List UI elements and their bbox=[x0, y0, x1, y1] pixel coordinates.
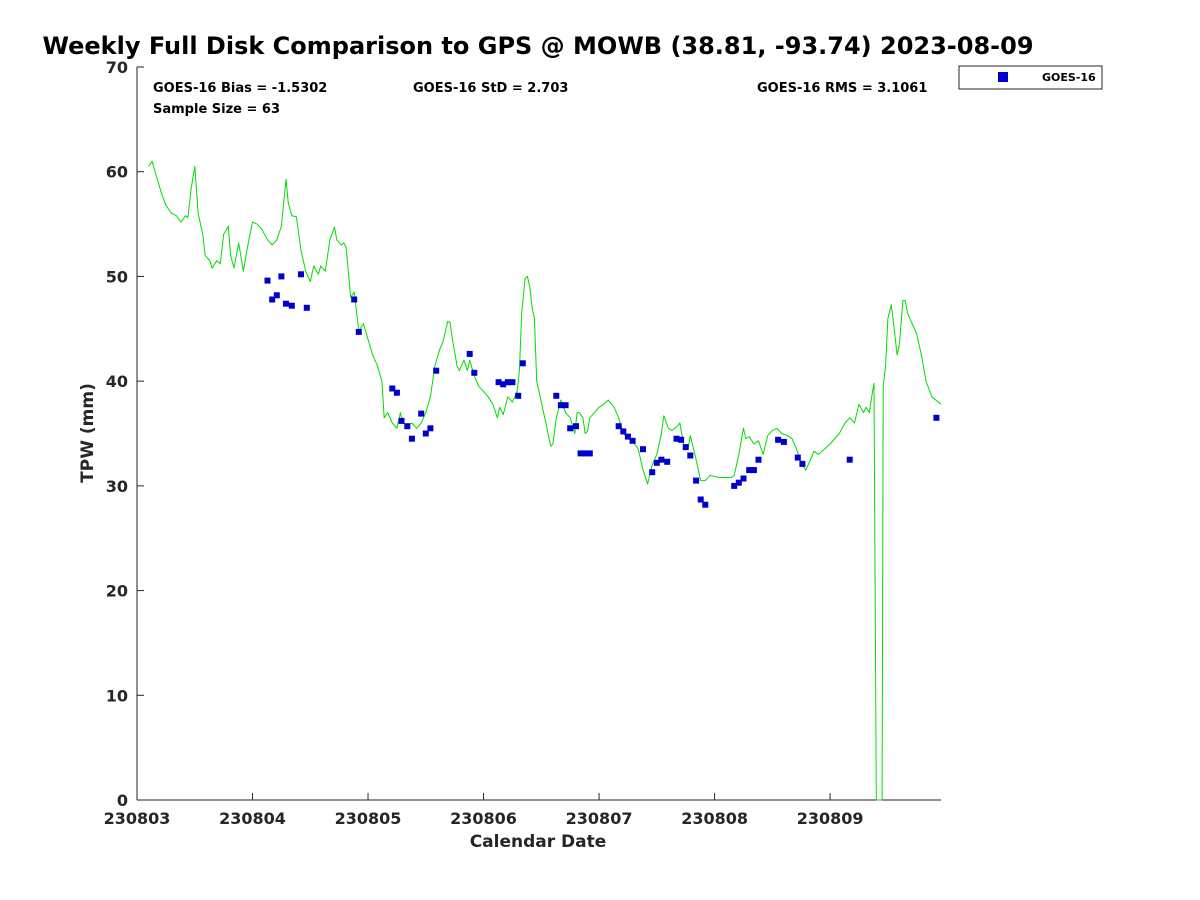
goes16-data-point bbox=[780, 438, 787, 445]
goes16-data-point bbox=[351, 296, 358, 303]
goes16-data-point bbox=[504, 379, 511, 386]
goes16-data-point bbox=[557, 402, 564, 409]
goes16-data-point bbox=[519, 360, 526, 367]
goes16-data-point bbox=[697, 496, 704, 503]
bias-stat: GOES-16 Bias = -1.5302 bbox=[153, 81, 327, 96]
legend-box bbox=[958, 65, 1103, 90]
x-axis-ticks: 230803 230804 230805 230806 230807 230808 2308… bbox=[104, 793, 864, 828]
goes16-data-point bbox=[418, 410, 425, 417]
goes16-data-point bbox=[567, 425, 574, 432]
legend-marker bbox=[998, 72, 1008, 82]
goes16-data-point bbox=[664, 458, 671, 465]
goes16-data-point bbox=[620, 428, 627, 435]
goes16-data-point bbox=[624, 433, 631, 440]
goes16-data-point bbox=[500, 381, 507, 388]
y-tick-label: 50 bbox=[106, 267, 128, 286]
goes16-data-point bbox=[678, 436, 685, 443]
goes16-data-point bbox=[582, 450, 589, 457]
y-tick-label: 40 bbox=[106, 372, 128, 391]
goes16-data-point bbox=[562, 402, 569, 409]
y-tick-label: 20 bbox=[106, 582, 128, 601]
goes16-data-point bbox=[673, 435, 680, 442]
gps-line-series bbox=[148, 160, 942, 801]
x-tick-label: 230806 bbox=[450, 809, 517, 828]
goes16-data-point bbox=[269, 296, 276, 303]
goes16-data-point bbox=[658, 456, 665, 463]
goes16-data-point bbox=[653, 459, 660, 466]
goes16-data-point bbox=[682, 444, 689, 451]
goes16-data-point bbox=[846, 456, 853, 463]
y-tick-label: 30 bbox=[106, 477, 128, 496]
goes16-data-point bbox=[398, 417, 405, 424]
goes16-data-point bbox=[273, 292, 280, 299]
goes16-data-point bbox=[577, 450, 584, 457]
rms-stat: GOES-16 RMS = 3.1061 bbox=[757, 81, 927, 96]
goes16-data-point bbox=[799, 460, 806, 467]
std-stat: GOES-16 StD = 2.703 bbox=[413, 81, 568, 96]
goes16-data-point bbox=[573, 423, 579, 430]
x-axis-label: Calendar Date bbox=[470, 832, 607, 852]
goes16-data-point bbox=[355, 328, 362, 335]
goes16-data-point bbox=[750, 467, 757, 474]
goes16-data-point bbox=[735, 479, 742, 486]
x-tick-label: 230807 bbox=[566, 809, 633, 828]
legend: GOES-16 bbox=[958, 65, 1103, 90]
y-tick-label: 10 bbox=[106, 686, 128, 705]
x-tick-label: 230804 bbox=[219, 809, 286, 828]
goes16-data-point bbox=[687, 452, 694, 459]
goes16-data-point bbox=[509, 379, 516, 386]
goes16-data-point bbox=[515, 392, 522, 399]
goes16-data-point bbox=[393, 389, 400, 396]
x-tick-label: 230809 bbox=[797, 809, 864, 828]
goes16-data-point bbox=[278, 273, 285, 280]
gps-tpw-line bbox=[148, 160, 942, 801]
goes16-data-point bbox=[298, 271, 304, 278]
goes16-data-point bbox=[264, 277, 271, 284]
x-tick-label: 230805 bbox=[335, 809, 402, 828]
goes16-data-point bbox=[731, 482, 738, 489]
y-tick-label: 0 bbox=[117, 791, 128, 810]
y-tick-label: 70 bbox=[106, 58, 128, 77]
goes16-data-point bbox=[303, 304, 310, 311]
goes16-data-point bbox=[288, 302, 295, 309]
y-tick-label: 60 bbox=[106, 163, 128, 182]
goes16-data-point bbox=[755, 456, 762, 463]
legend-label: GOES-16 bbox=[1042, 71, 1096, 84]
y-axis-label: TPW (mm) bbox=[78, 383, 98, 483]
goes16-data-point bbox=[693, 477, 700, 484]
goes16-data-point bbox=[740, 475, 747, 482]
goes16-data-point bbox=[427, 425, 434, 432]
x-tick-label: 230803 bbox=[104, 809, 171, 828]
goes16-data-point bbox=[283, 300, 289, 307]
goes16-data-point bbox=[615, 423, 622, 430]
sample-size-stat: Sample Size = 63 bbox=[153, 102, 280, 117]
goes16-data-point bbox=[495, 379, 502, 386]
goes16-data-point bbox=[433, 367, 440, 374]
y-axis-ticks: 0 10 20 30 40 50 60 70 bbox=[106, 58, 144, 810]
goes16-data-point bbox=[746, 467, 753, 474]
goes16-data-point bbox=[471, 369, 478, 376]
goes16-data-point bbox=[629, 437, 636, 444]
goes16-data-point bbox=[553, 392, 560, 399]
goes16-data-point bbox=[389, 385, 396, 392]
goes16-data-point bbox=[640, 446, 646, 453]
goes16-data-point bbox=[408, 435, 415, 442]
x-tick-label: 230808 bbox=[681, 809, 748, 828]
goes16-data-point bbox=[775, 436, 782, 443]
goes16-data-point bbox=[466, 350, 473, 357]
goes16-data-point bbox=[649, 469, 656, 476]
goes16-data-point bbox=[422, 430, 429, 437]
chart-title: Weekly Full Disk Comparison to GPS @ MOW… bbox=[42, 32, 1033, 60]
goes16-data-point bbox=[794, 454, 801, 461]
goes16-data-point bbox=[404, 423, 411, 430]
goes16-data-point bbox=[933, 414, 940, 421]
goes16-data-point bbox=[586, 450, 593, 457]
goes16-scatter-series bbox=[264, 271, 940, 508]
goes16-data-point bbox=[702, 501, 709, 508]
